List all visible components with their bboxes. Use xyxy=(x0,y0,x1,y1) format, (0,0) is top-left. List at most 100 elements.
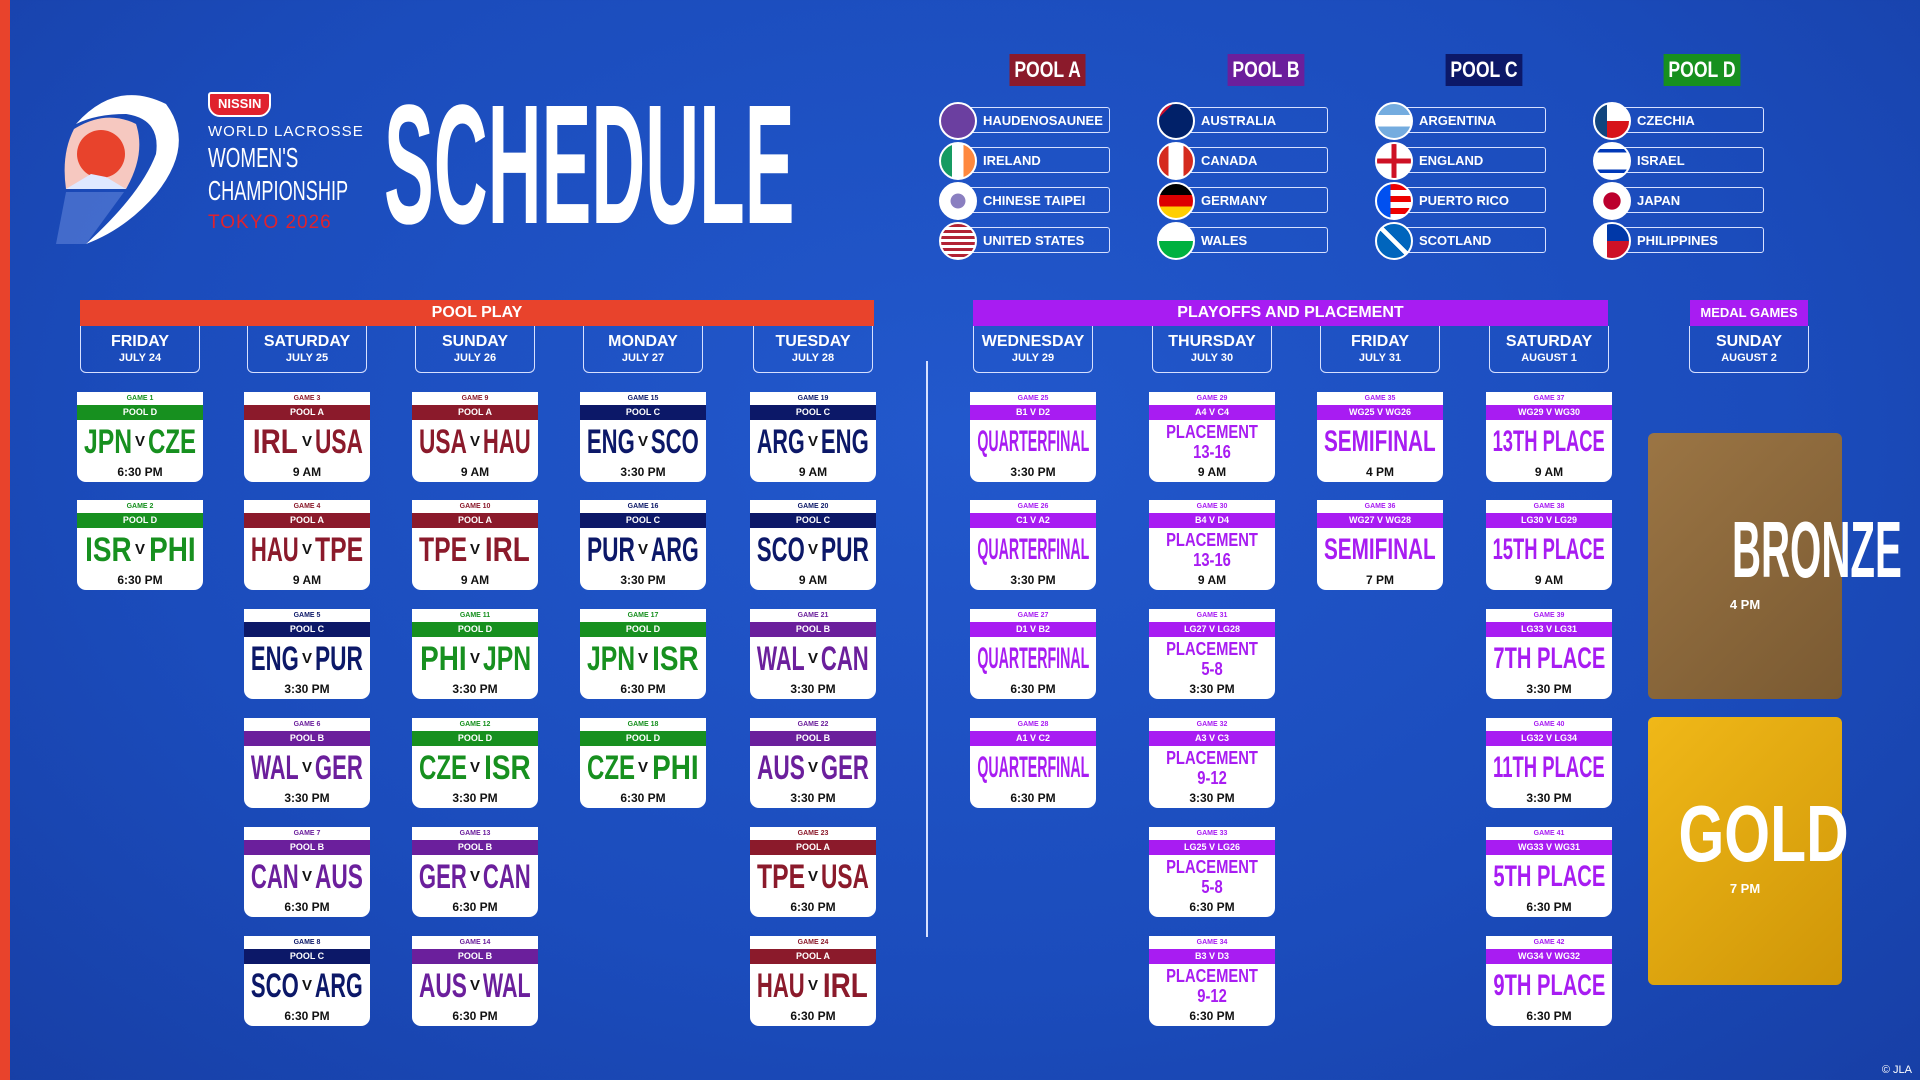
game-time: 6:30 PM xyxy=(790,1009,836,1023)
team-name: IRELAND xyxy=(983,153,1041,168)
game-card[interactable]: GAME 40 LG32 V LG34 11TH PLACE 3:30 PM xyxy=(1486,718,1612,808)
game-card[interactable]: GAME 20 POOL C SCO V PUR 9 AM xyxy=(750,500,876,590)
pool-header: POOL A xyxy=(1009,54,1086,86)
game-card[interactable]: GAME 17 POOL D JPN V ISR 6:30 PM xyxy=(580,609,706,699)
round-name: PLACEMENT xyxy=(1166,966,1258,986)
game-card[interactable]: GAME 8 POOL C SCO V ARG 6:30 PM xyxy=(244,936,370,1026)
game-card[interactable]: GAME 19 POOL C ARG V ENG 9 AM xyxy=(750,392,876,482)
team-row: SCOTLAND xyxy=(1375,222,1546,260)
game-card[interactable]: GAME 10 POOL A TPE V IRL 9 AM xyxy=(412,500,538,590)
game-card[interactable]: GAME 16 POOL C PUR V ARG 3:30 PM xyxy=(580,500,706,590)
game-card[interactable]: GAME 21 POOL B WAL V CAN 3:30 PM xyxy=(750,609,876,699)
pool-label: POOL A xyxy=(244,405,370,420)
versus-label: V xyxy=(807,650,818,667)
pool-label: POOL B xyxy=(244,731,370,746)
game-card[interactable]: GAME 6 POOL B WAL V GER 3:30 PM xyxy=(244,718,370,808)
matchup: GER V CAN xyxy=(412,855,538,899)
game-number: GAME 16 xyxy=(627,503,659,510)
game-card[interactable]: GAME 38 LG30 V LG29 15TH PLACE 9 AM xyxy=(1486,500,1612,590)
versus-label: V xyxy=(301,868,312,885)
home-team: SCO xyxy=(250,967,299,1005)
versus-label: V xyxy=(134,541,145,558)
home-team-box: CZE xyxy=(586,749,636,787)
day-date: JULY 24 xyxy=(118,352,162,364)
home-team-box: CZE xyxy=(418,749,468,787)
game-card[interactable]: GAME 3 POOL A IRL V USA 9 AM xyxy=(244,392,370,482)
game-number: GAME 15 xyxy=(627,395,659,402)
away-team: CZE xyxy=(147,423,197,461)
game-card[interactable]: GAME 14 POOL B AUS V WAL 6:30 PM xyxy=(412,936,538,1026)
game-card[interactable]: GAME 7 POOL B CAN V AUS 6:30 PM xyxy=(244,827,370,917)
game-card[interactable]: GAME 37 WG29 V WG30 13TH PLACE 9 AM xyxy=(1486,392,1612,482)
game-card[interactable]: GAME 26 C1 V A2 QUARTERFINAL 3:30 PM xyxy=(970,500,1096,590)
usa-flag-icon xyxy=(939,222,977,260)
game-number: GAME 38 xyxy=(1533,503,1565,510)
home-team: AUS xyxy=(756,749,805,787)
game-card[interactable]: GAME 13 POOL B GER V CAN 6:30 PM xyxy=(412,827,538,917)
game-card[interactable]: GAME 29 A4 V C4 PLACEMENT 13-16 9 AM xyxy=(1149,392,1275,482)
game-time: 3:30 PM xyxy=(790,682,836,696)
matchup: WAL V CAN xyxy=(750,637,876,681)
bronze-medal-game[interactable]: BRONZE 4 PM xyxy=(1648,433,1902,699)
matchup: 9TH PLACE xyxy=(1486,964,1612,1008)
game-time: 6:30 PM xyxy=(452,1009,498,1023)
game-card[interactable]: GAME 12 POOL D CZE V ISR 3:30 PM xyxy=(412,718,538,808)
game-card[interactable]: GAME 41 WG33 V WG31 5TH PLACE 6:30 PM xyxy=(1486,827,1612,917)
game-number: GAME 42 xyxy=(1533,939,1565,946)
away-team-box: USA xyxy=(314,423,364,461)
game-number: GAME 19 xyxy=(797,395,829,402)
game-card[interactable]: GAME 15 POOL C ENG V SCO 3:30 PM xyxy=(580,392,706,482)
round-name: 11TH PLACE xyxy=(1493,751,1605,784)
matchup: ENG V SCO xyxy=(580,420,706,464)
game-card[interactable]: GAME 5 POOL C ENG V PUR 3:30 PM xyxy=(244,609,370,699)
game-card[interactable]: GAME 35 WG25 V WG26 SEMIFINAL 4 PM xyxy=(1317,392,1443,482)
game-time: 9 AM xyxy=(798,465,828,479)
game-card[interactable]: GAME 4 POOL A HAU V TPE 9 AM xyxy=(244,500,370,590)
game-card[interactable]: GAME 27 D1 V B2 QUARTERFINAL 6:30 PM xyxy=(970,609,1096,699)
game-card[interactable]: GAME 28 A1 V C2 QUARTERFINAL 6:30 PM xyxy=(970,718,1096,808)
away-team: GER xyxy=(314,749,363,787)
game-card[interactable]: GAME 30 B4 V D4 PLACEMENT 13-16 9 AM xyxy=(1149,500,1275,590)
game-card[interactable]: GAME 33 LG25 V LG26 PLACEMENT 5-8 6:30 PM xyxy=(1149,827,1275,917)
matchup-seeds: WG27 V WG28 xyxy=(1317,513,1443,528)
game-card[interactable]: GAME 2 POOL D ISR V PHI 6:30 PM xyxy=(77,500,203,590)
game-card[interactable]: GAME 1 POOL D JPN V CZE 6:30 PM xyxy=(77,392,203,482)
section-divider xyxy=(926,361,928,937)
game-card[interactable]: GAME 23 POOL A TPE V USA 6:30 PM xyxy=(750,827,876,917)
game-card[interactable]: GAME 22 POOL B AUS V GER 3:30 PM xyxy=(750,718,876,808)
game-card[interactable]: GAME 11 POOL D PHI V JPN 3:30 PM xyxy=(412,609,538,699)
pool-label: POOL A xyxy=(750,840,876,855)
team-row: GERMANY xyxy=(1157,182,1328,220)
game-card[interactable]: GAME 31 LG27 V LG28 PLACEMENT 5-8 3:30 PM xyxy=(1149,609,1275,699)
game-card[interactable]: GAME 9 POOL A USA V HAU 9 AM xyxy=(412,392,538,482)
matchup-seeds: LG27 V LG28 xyxy=(1149,622,1275,637)
day-header-medal: SUNDAY AUGUST 2 xyxy=(1689,326,1809,373)
game-card[interactable]: GAME 34 B3 V D3 PLACEMENT 9-12 6:30 PM xyxy=(1149,936,1275,1026)
team-row: AUSTRALIA xyxy=(1157,102,1328,140)
game-card[interactable]: GAME 42 WG34 V WG32 9TH PLACE 6:30 PM xyxy=(1486,936,1612,1026)
game-card[interactable]: GAME 32 A3 V C3 PLACEMENT 9-12 3:30 PM xyxy=(1149,718,1275,808)
matchup-seeds: C1 V A2 xyxy=(970,513,1096,528)
matchup-seeds: B3 V D3 xyxy=(1149,949,1275,964)
away-team-box: GER xyxy=(314,749,364,787)
away-team-box: ENG xyxy=(820,423,870,461)
home-team-box: HAU xyxy=(250,531,300,569)
team-row: ISRAEL xyxy=(1593,142,1764,180)
gold-medal-game[interactable]: GOLD 7 PM xyxy=(1648,717,1849,985)
game-card[interactable]: GAME 36 WG27 V WG28 SEMIFINAL 7 PM xyxy=(1317,500,1443,590)
pool-header: POOL B xyxy=(1227,54,1305,86)
away-team-box: JPN xyxy=(482,640,532,678)
matchup: JPN V CZE xyxy=(77,420,203,464)
sponsor-logo: NISSIN xyxy=(208,92,272,117)
game-card[interactable]: GAME 25 B1 V D2 QUARTERFINAL 3:30 PM xyxy=(970,392,1096,482)
game-card[interactable]: GAME 24 POOL A HAU V IRL 6:30 PM xyxy=(750,936,876,1026)
away-team: CAN xyxy=(482,858,531,896)
game-time: 7 PM xyxy=(1365,573,1394,587)
round-range: 13-16 xyxy=(1193,550,1231,570)
away-team: IRL xyxy=(822,967,868,1005)
game-number: GAME 37 xyxy=(1533,395,1565,402)
home-team-box: AUS xyxy=(418,967,468,1005)
game-card[interactable]: GAME 18 POOL D CZE V PHI 6:30 PM xyxy=(580,718,706,808)
game-card[interactable]: GAME 39 LG33 V LG31 7TH PLACE 3:30 PM xyxy=(1486,609,1612,699)
matchup: JPN V ISR xyxy=(580,637,706,681)
